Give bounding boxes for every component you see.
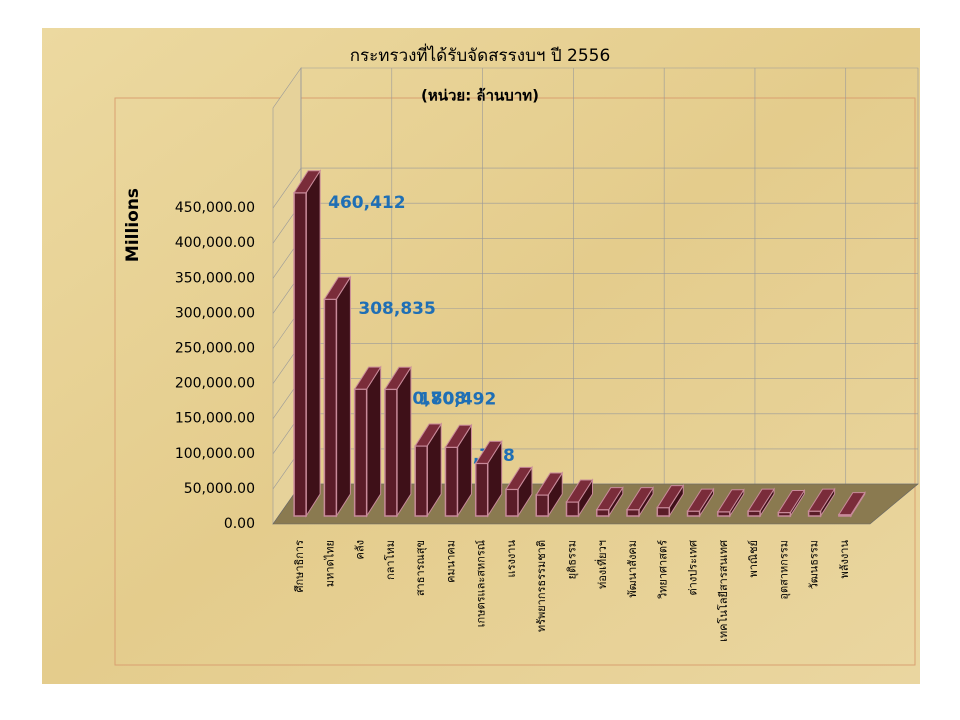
bar-top xyxy=(414,423,443,447)
bar xyxy=(293,192,307,517)
bar-top xyxy=(293,170,322,194)
bar xyxy=(656,506,671,517)
x-tick-label: อุตสาหกรรม xyxy=(777,540,790,600)
bar-top xyxy=(807,488,836,512)
bar-side xyxy=(335,275,351,518)
y-tick-label: 450,000.00 xyxy=(175,200,255,216)
bar-top xyxy=(626,487,654,511)
bar xyxy=(565,501,580,517)
y-tick-label: 400,000.00 xyxy=(175,235,255,251)
bar xyxy=(717,511,731,517)
y-tick-label: 350,000.00 xyxy=(175,270,255,286)
x-tick-label: มหาดไทย xyxy=(323,540,336,587)
bar-top xyxy=(656,485,685,509)
bar xyxy=(353,388,368,517)
bar xyxy=(384,388,398,517)
bar xyxy=(626,508,640,517)
bar-top xyxy=(323,276,352,300)
bar xyxy=(777,511,792,517)
chart-frame xyxy=(114,97,916,666)
y-tick-label: 50,000.00 xyxy=(184,481,255,497)
x-tick-label: สาธารณสุข xyxy=(414,540,427,596)
x-tick-label: ยุติธรรม xyxy=(566,540,579,579)
x-tick-label: วัฒนธรรม xyxy=(808,540,821,589)
bar-side xyxy=(305,169,321,518)
bar-top xyxy=(505,466,533,490)
bar-top xyxy=(535,472,564,496)
data-label: 460,412 xyxy=(328,193,405,213)
slide-background xyxy=(42,28,920,684)
bar-top xyxy=(444,424,473,448)
bar xyxy=(474,462,489,517)
bar xyxy=(596,508,610,517)
x-tick-label: คลัง xyxy=(354,540,367,559)
bar xyxy=(747,510,761,517)
chart-title: กระทรวงที่ได้รับจัดสรรงบฯ ปี 2556 xyxy=(350,43,611,66)
x-tick-label: พัฒนาสังคม xyxy=(626,540,639,598)
bar-top xyxy=(686,488,715,512)
bar xyxy=(323,298,338,517)
bar-top xyxy=(565,479,594,503)
grid-line xyxy=(272,167,302,209)
y-tick-label: 150,000.00 xyxy=(175,411,255,427)
x-tick-label: แรงงาน xyxy=(505,540,518,578)
bar-top xyxy=(716,489,745,513)
bar xyxy=(444,446,459,517)
x-tick-label: พลังงาน xyxy=(838,540,851,579)
y-tick-label: 0.00 xyxy=(224,516,255,532)
x-tick-label: คมนาคม xyxy=(444,540,457,583)
data-label: 180,492 xyxy=(419,389,496,409)
y-tick-label: 300,000.00 xyxy=(175,305,255,321)
bar-side xyxy=(366,365,382,518)
bar-top xyxy=(384,366,412,390)
y-tick-label: 250,000.00 xyxy=(175,341,255,357)
y-axis-title: Millions xyxy=(123,188,143,262)
bar-top xyxy=(747,488,775,512)
x-tick-label: ศึกษาธิการ xyxy=(293,540,306,593)
y-tick-label: 100,000.00 xyxy=(175,446,255,462)
data-label: 308,835 xyxy=(358,299,435,319)
x-tick-label: เกษตรและสหกรณ์ xyxy=(475,540,488,627)
bar-top xyxy=(353,366,382,390)
y-tick-label: 200,000.00 xyxy=(175,376,255,392)
bar-top xyxy=(837,492,866,516)
x-tick-label: ต่างประเทศ xyxy=(687,540,700,596)
bar-side xyxy=(396,365,412,518)
bar xyxy=(414,445,428,517)
x-tick-label: ทรัพยากรธรรมชาติ xyxy=(535,540,548,632)
bar xyxy=(807,510,822,517)
x-tick-label: พาณิชย์ xyxy=(747,540,760,578)
bar xyxy=(686,510,701,517)
x-tick-label: ท่องเที่ยวฯ xyxy=(594,540,609,589)
x-tick-label: วิทยาศาสตร์ xyxy=(656,540,669,600)
chart-subtitle: (หน่วย: ล้านบาท) xyxy=(421,87,539,105)
bar-top xyxy=(777,489,806,513)
bar xyxy=(505,488,519,517)
x-tick-label: เทคโนโลยีสารสนเทศ xyxy=(716,540,730,642)
bar xyxy=(535,494,549,517)
x-tick-label: กลาโหม xyxy=(383,540,397,580)
bar-top xyxy=(474,440,503,464)
bar-top xyxy=(595,487,624,511)
